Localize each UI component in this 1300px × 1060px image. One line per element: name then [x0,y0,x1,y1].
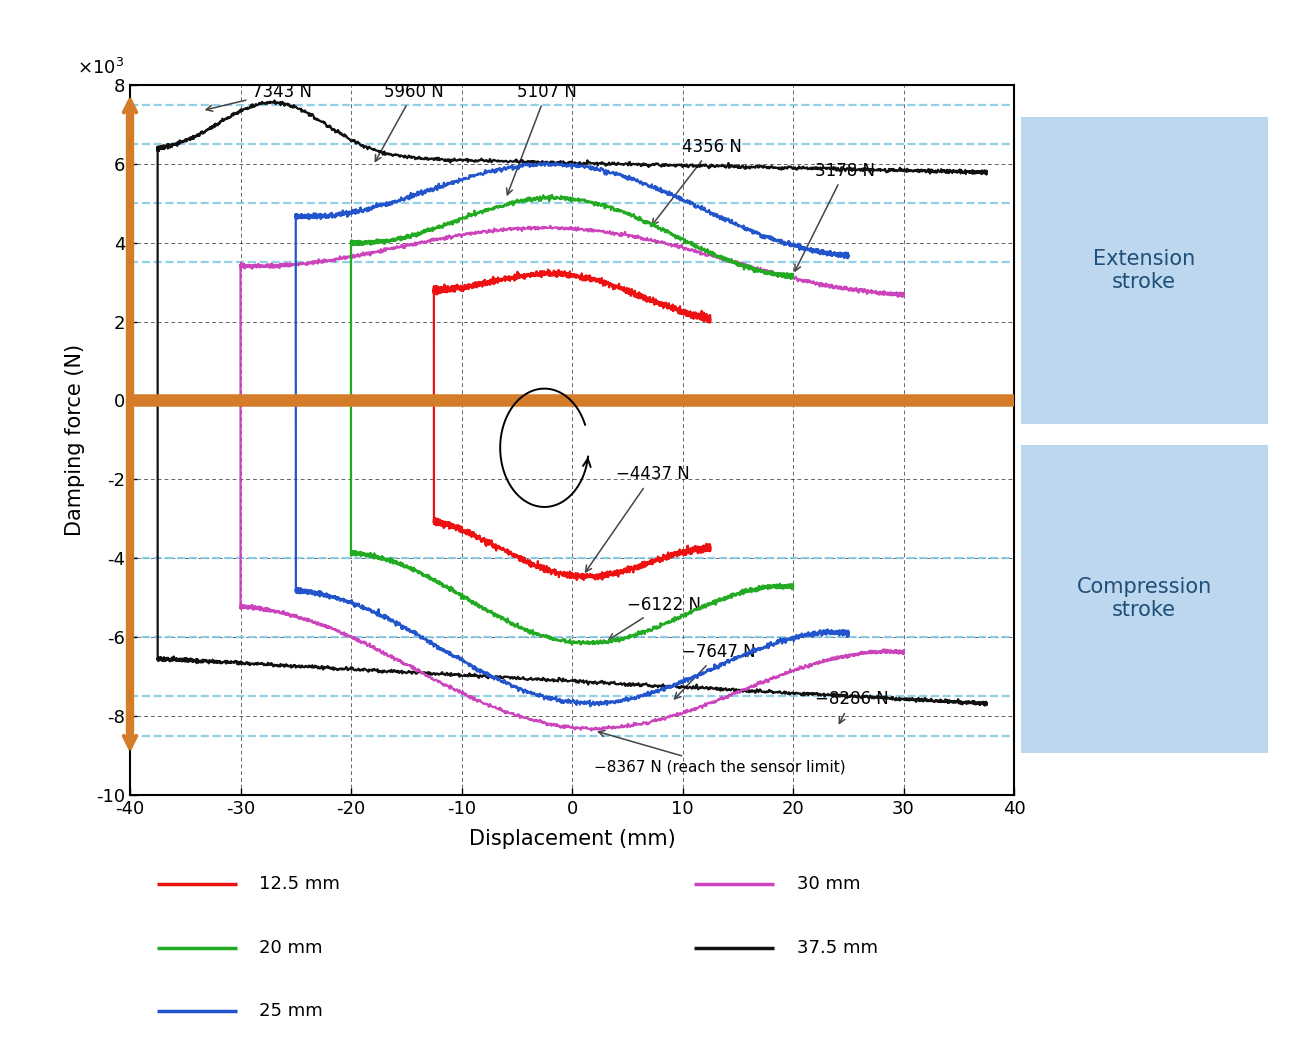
Text: Compression
stroke: Compression stroke [1076,578,1212,620]
Text: Extension
stroke: Extension stroke [1093,249,1195,292]
Text: 4356 N: 4356 N [653,138,742,225]
Text: 12.5 mm: 12.5 mm [260,876,341,893]
Text: 25 mm: 25 mm [260,1003,324,1020]
Y-axis label: Damping force (N): Damping force (N) [65,343,84,536]
Text: −6122 N: −6122 N [608,596,701,639]
Text: 30 mm: 30 mm [797,876,861,893]
Text: 20 mm: 20 mm [260,939,322,956]
X-axis label: Displacement (mm): Displacement (mm) [468,829,676,849]
Text: −8367 N (reach the sensor limit): −8367 N (reach the sensor limit) [594,730,846,774]
Text: 37.5 mm: 37.5 mm [797,939,879,956]
Text: $\times 10^3$: $\times 10^3$ [77,57,124,77]
Text: 3178 N: 3178 N [796,161,875,271]
Text: −8286 N: −8286 N [815,690,889,723]
Text: −7647 N: −7647 N [675,643,757,699]
Text: −4437 N: −4437 N [585,465,690,571]
Text: 5960 N: 5960 N [376,83,443,161]
Text: 5107 N: 5107 N [507,83,577,195]
Text: 7343 N: 7343 N [207,83,312,111]
